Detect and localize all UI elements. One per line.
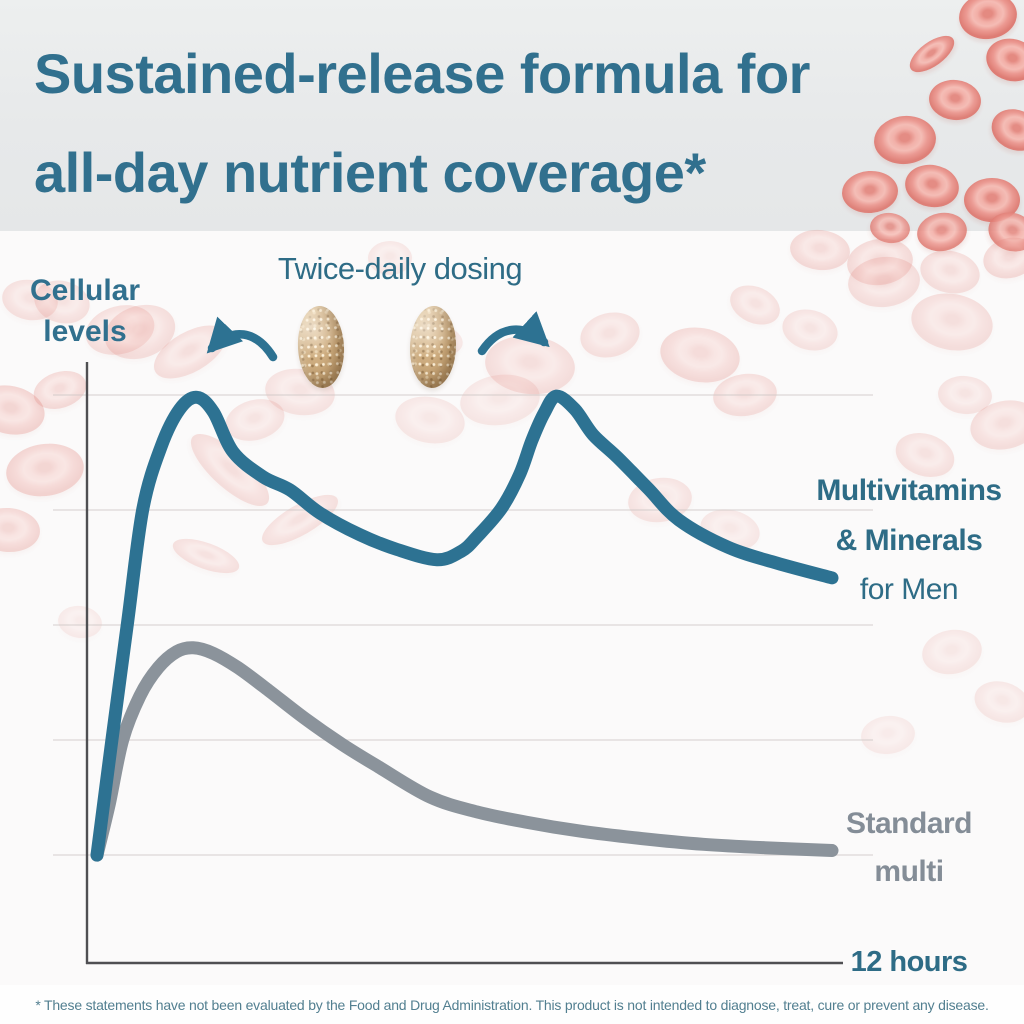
footer-band	[0, 985, 1024, 1024]
gridlines	[53, 394, 873, 856]
red-blood-cell	[368, 241, 412, 275]
curve-standard-multi	[90, 641, 839, 862]
series-label-multivitamins: Multivitamins & Minerals for Men	[792, 466, 1024, 615]
left-curved-arrow-icon	[206, 316, 278, 362]
page-title: Sustained-release formula for all-day nu…	[34, 24, 1014, 222]
fda-disclaimer: * These statements have not been evaluat…	[35, 997, 989, 1013]
page-title-line2: all-day nutrient coverage*	[34, 141, 706, 204]
curve-multivitamins	[90, 389, 839, 862]
series-label-standard-line1: Standard	[845, 807, 973, 840]
page-title-line1: Sustained-release formula for	[34, 42, 810, 105]
series-label-multivitamins-line2: & Minerals	[835, 523, 983, 557]
y-axis-label: Cellular levels	[0, 270, 170, 352]
y-axis-label-line1: Cellular	[29, 274, 141, 307]
y-axis-label-line2: levels	[43, 315, 127, 348]
right-curved-arrow-icon	[477, 311, 550, 356]
series-label-standard-line2: multi	[874, 855, 944, 888]
dosing-annotation: Twice-daily dosing	[277, 251, 523, 286]
x-axis-label: 12 hours	[850, 946, 968, 978]
series-label-standard-multi: Standard multi	[792, 800, 1024, 896]
series-label-multivitamins-line1: Multivitamins	[816, 474, 1002, 507]
series-label-multivitamins-line3: for Men	[859, 573, 959, 606]
